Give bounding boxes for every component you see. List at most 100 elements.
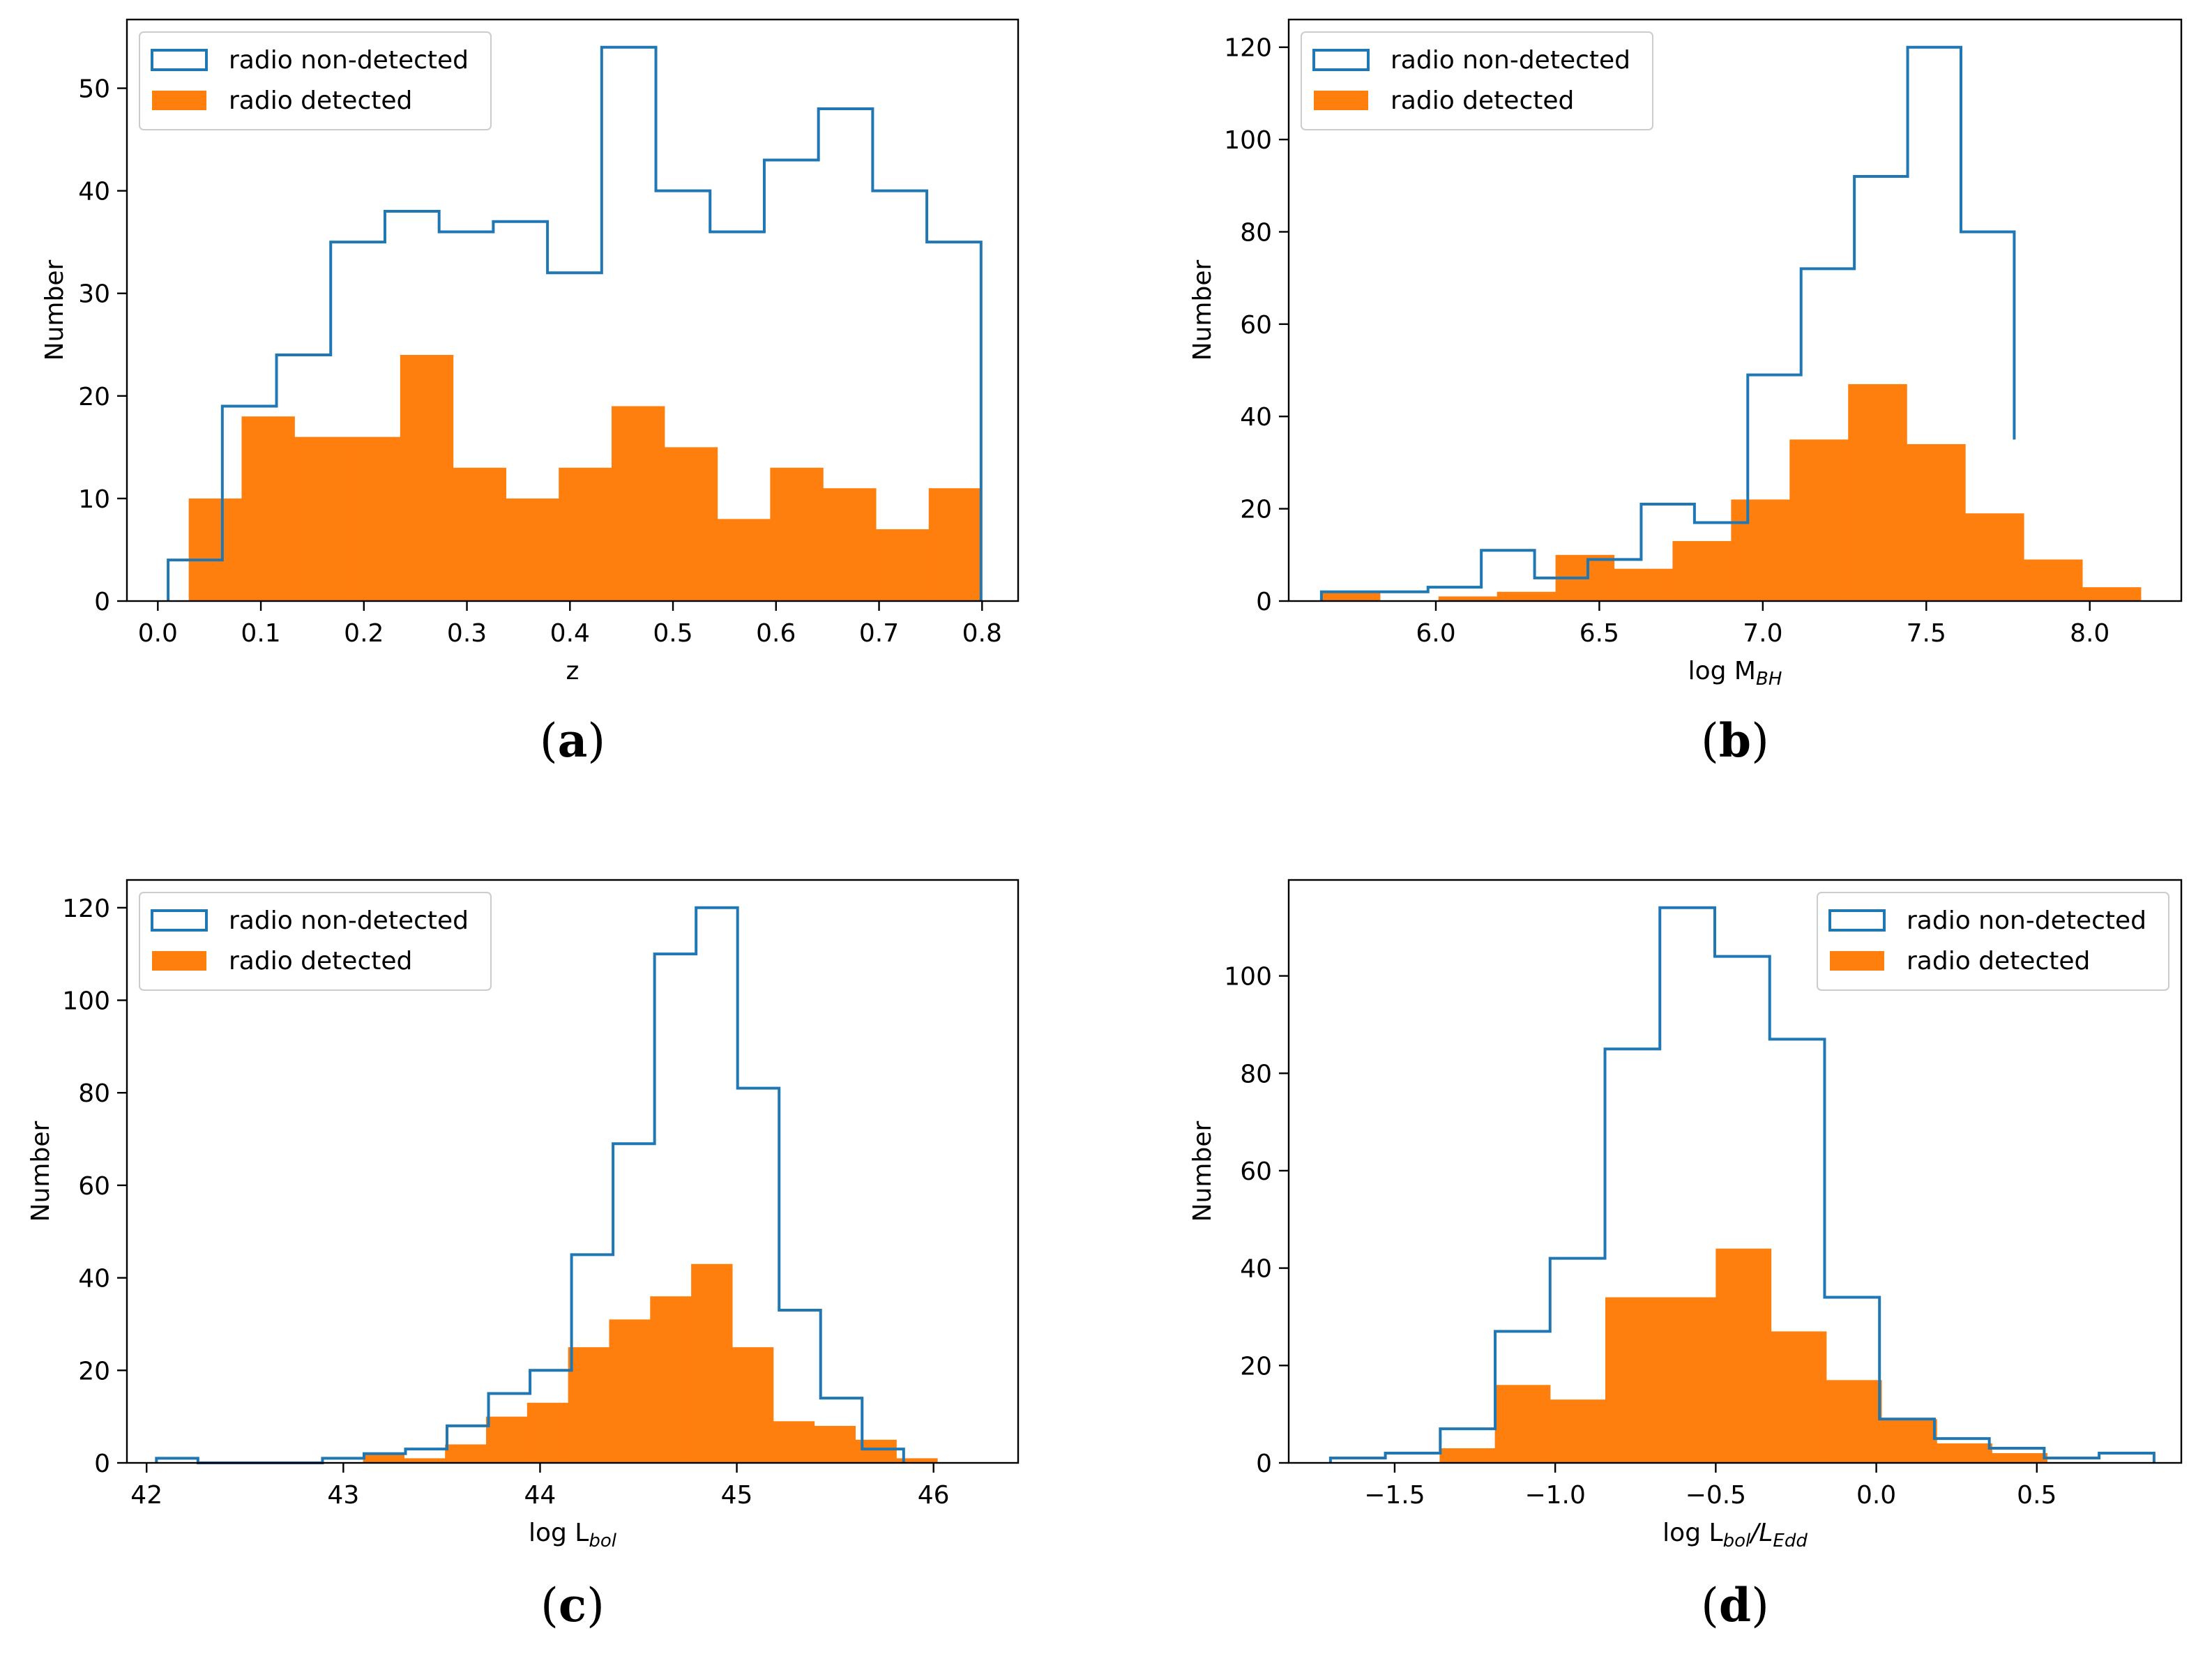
detected-bar bbox=[347, 436, 401, 601]
detected-bar bbox=[559, 467, 612, 601]
x-axis-label-main: log L bbox=[1662, 1519, 1722, 1547]
legend-swatch-nondetected bbox=[1312, 49, 1370, 71]
x-tick-label: 45 bbox=[721, 1481, 753, 1510]
detected-bar bbox=[1771, 1331, 1827, 1463]
panel-caption-close: ) bbox=[1751, 1579, 1769, 1632]
y-tick-label: 30 bbox=[78, 280, 110, 309]
y-axis-label: Number bbox=[40, 259, 69, 360]
y-tick-label: 120 bbox=[1224, 34, 1272, 63]
detected-bar bbox=[400, 354, 454, 601]
detected-bar bbox=[1672, 540, 1732, 601]
detected-bar bbox=[717, 519, 771, 601]
detected-bar bbox=[445, 1444, 487, 1463]
detected-bar bbox=[2024, 559, 2083, 601]
y-tick-label: 10 bbox=[78, 485, 110, 514]
x-tick-label: 7.5 bbox=[1907, 619, 1946, 648]
x-tick-label: 7.0 bbox=[1743, 619, 1782, 648]
panel-caption-letter: b bbox=[1719, 713, 1751, 768]
panel-caption-letter: c bbox=[559, 1578, 586, 1632]
y-tick-label: 40 bbox=[1240, 1255, 1272, 1284]
x-tick-label: 0.6 bbox=[756, 619, 796, 648]
y-axis-label: Number bbox=[1188, 1121, 1217, 1222]
y-tick-label: 0 bbox=[94, 1450, 110, 1478]
axes-frame bbox=[126, 18, 1020, 602]
x-axis-label: z bbox=[566, 657, 579, 685]
detected-bar bbox=[770, 467, 824, 601]
detected-bar bbox=[1494, 1385, 1551, 1463]
y-tick-label: 0 bbox=[1256, 1450, 1272, 1478]
detected-bar bbox=[823, 488, 877, 601]
detected-bar bbox=[1965, 513, 2024, 601]
x-tick-label: −1.5 bbox=[1364, 1481, 1425, 1510]
legend-frame bbox=[1817, 892, 2169, 991]
x-tick-label: 0.3 bbox=[447, 619, 487, 648]
detected-bar bbox=[568, 1347, 610, 1463]
detected-bar bbox=[1605, 1297, 1661, 1463]
detected-bar bbox=[363, 1453, 404, 1463]
x-tick-label: 0.5 bbox=[653, 619, 692, 648]
detected-bar bbox=[1907, 443, 1966, 601]
nondetected-step-line bbox=[155, 906, 905, 1464]
x-axis-label-sub2: Edd bbox=[1773, 1531, 1808, 1551]
detected-bar bbox=[1321, 591, 1381, 601]
x-tick-label: 0.4 bbox=[550, 619, 590, 648]
panel-caption-open: ( bbox=[1701, 714, 1719, 768]
axes-frame bbox=[126, 879, 1020, 1464]
detected-bar bbox=[1789, 439, 1849, 601]
x-tick-label: 0.1 bbox=[241, 619, 280, 648]
y-tick-label: 80 bbox=[78, 1079, 110, 1108]
detected-bar bbox=[896, 1458, 938, 1463]
detected-bar bbox=[506, 498, 559, 601]
detected-bar bbox=[1826, 1380, 1882, 1463]
detected-bar bbox=[732, 1347, 774, 1463]
legend-label-nondetected: radio non-detected bbox=[229, 906, 469, 935]
y-tick-label: 60 bbox=[78, 1172, 110, 1201]
legend-swatch-detected bbox=[1314, 91, 1368, 110]
y-axis-label: Number bbox=[26, 1121, 55, 1222]
legend-label-nondetected: radio non-detected bbox=[1907, 906, 2146, 935]
panel-caption: (d) bbox=[1701, 1578, 1769, 1632]
y-tick-label: 40 bbox=[1240, 403, 1272, 432]
nondetected-step-line bbox=[1328, 906, 2156, 1463]
panel-caption-letter: d bbox=[1719, 1578, 1751, 1632]
x-tick-label: 6.5 bbox=[1580, 619, 1619, 648]
detected-bar bbox=[1731, 499, 1790, 601]
legend-label-nondetected: radio non-detected bbox=[229, 46, 469, 75]
panel-caption-open: ( bbox=[1701, 1579, 1719, 1632]
panel-caption-letter: a bbox=[558, 713, 588, 768]
y-tick-label: 0 bbox=[94, 588, 110, 616]
detected-bar bbox=[2082, 587, 2142, 601]
legend-swatch-nondetected bbox=[151, 909, 208, 932]
y-tick-label: 80 bbox=[1240, 1060, 1272, 1088]
x-axis-label-main: log L bbox=[529, 1519, 589, 1547]
panel-caption-open: ( bbox=[540, 714, 558, 768]
legend-label-detected: radio detected bbox=[229, 86, 412, 115]
x-axis-label: log Lbol bbox=[529, 1519, 617, 1551]
y-tick-label: 100 bbox=[1224, 963, 1272, 992]
x-axis-label: log Lbol/LEdd bbox=[1662, 1519, 1808, 1551]
panel-a: 0.0 0.1 0.2 0.3 0.4 0.5 0.6 0.7 0.8 0 10 20 30 40 50 z N… bbox=[40, 18, 1020, 768]
panel-caption: (b) bbox=[1701, 713, 1769, 768]
legend-frame bbox=[1301, 31, 1653, 130]
y-tick-label: 20 bbox=[1240, 1352, 1272, 1381]
y-tick-label: 50 bbox=[78, 75, 110, 104]
detected-bar bbox=[1715, 1248, 1772, 1463]
panel-c: 42 43 44 45 46 0 20 40 60 80 100 120 log Lbol Number r… bbox=[26, 879, 1020, 1632]
x-tick-label: 0.0 bbox=[138, 619, 178, 648]
x-axis-label-main: log M bbox=[1688, 657, 1756, 685]
x-tick-label: 42 bbox=[130, 1481, 162, 1510]
detected-bar bbox=[773, 1421, 815, 1463]
x-tick-label: 46 bbox=[918, 1481, 950, 1510]
detected-bar bbox=[486, 1416, 528, 1463]
detected-bar bbox=[1550, 1399, 1606, 1463]
detected-bar bbox=[1992, 1453, 2048, 1463]
legend-swatch-detected bbox=[152, 91, 206, 110]
x-tick-label: 0.2 bbox=[344, 619, 384, 648]
panel-caption-open: ( bbox=[540, 1579, 559, 1632]
x-tick-label: 43 bbox=[327, 1481, 359, 1510]
x-tick-label: −1.0 bbox=[1524, 1481, 1585, 1510]
legend-swatch-nondetected bbox=[1828, 909, 1886, 932]
panel-caption: (a) bbox=[540, 713, 605, 768]
y-tick-label: 20 bbox=[78, 1357, 110, 1385]
